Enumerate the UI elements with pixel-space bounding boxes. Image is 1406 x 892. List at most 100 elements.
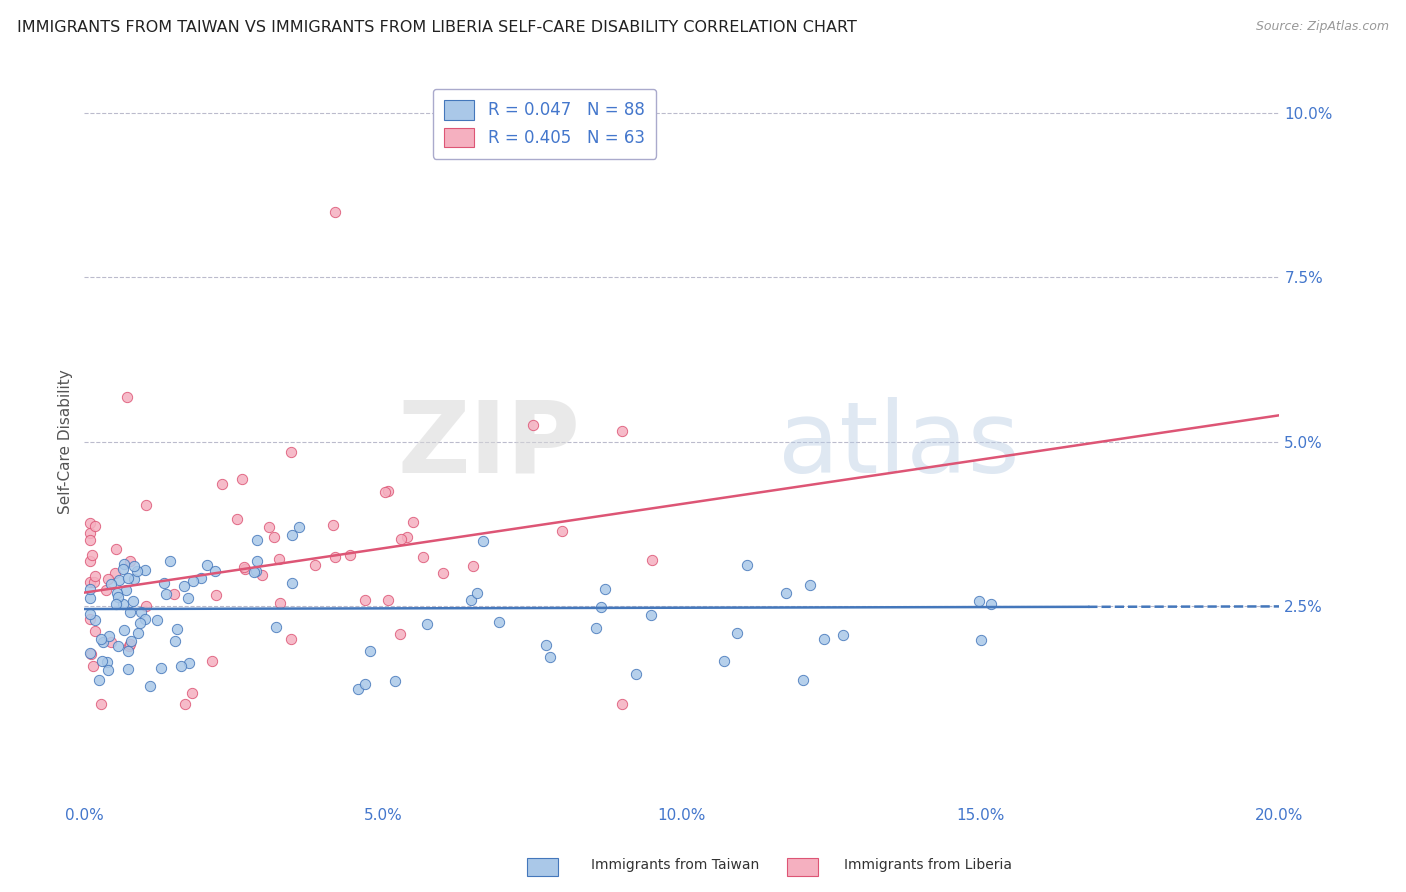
Point: [165, 633, 187, 648]
Point: [82, 659, 104, 673]
Point: [377, 483, 399, 498]
Point: [245, 564, 267, 578]
Point: [354, 592, 377, 607]
Point: [87, 673, 110, 687]
Y-axis label: Self-Care Disability: Self-Care Disability: [58, 369, 73, 514]
Point: [522, 418, 544, 433]
Point: [267, 552, 290, 566]
Point: [114, 582, 136, 597]
Point: [80, 647, 103, 661]
Point: [280, 528, 302, 542]
Point: [354, 677, 377, 691]
Text: Immigrants from Taiwan: Immigrants from Taiwan: [591, 858, 759, 872]
Point: [585, 621, 607, 635]
Point: [117, 571, 139, 585]
Point: [159, 554, 181, 568]
Point: [90, 698, 112, 712]
Point: [233, 560, 256, 574]
Point: [288, 520, 311, 534]
Point: [100, 577, 122, 591]
Point: [112, 557, 135, 571]
Point: [83, 518, 105, 533]
Point: [83, 613, 105, 627]
Point: [377, 593, 399, 607]
Point: [233, 562, 256, 576]
Point: [280, 444, 302, 458]
Point: [322, 518, 344, 533]
Point: [195, 558, 218, 572]
Point: [97, 629, 120, 643]
Point: [538, 650, 561, 665]
Point: [128, 616, 150, 631]
Point: [226, 512, 249, 526]
Point: [173, 579, 195, 593]
Point: [96, 663, 118, 677]
Point: [79, 582, 101, 597]
Point: [127, 626, 149, 640]
Point: [245, 533, 267, 547]
Point: [204, 588, 226, 602]
Point: [135, 499, 157, 513]
Point: [150, 661, 173, 675]
Point: [152, 575, 174, 590]
Point: [145, 613, 167, 627]
Point: [84, 624, 107, 638]
Point: [359, 644, 381, 658]
Point: [79, 646, 101, 660]
Text: ZIP: ZIP: [398, 397, 581, 493]
Point: [281, 576, 304, 591]
Point: [118, 554, 141, 568]
Point: [80, 548, 103, 562]
Point: [105, 585, 128, 599]
Point: [813, 632, 835, 647]
Point: [231, 473, 253, 487]
Point: [90, 632, 112, 646]
Text: Source: ZipAtlas.com: Source: ZipAtlas.com: [1256, 20, 1389, 33]
Point: [201, 654, 224, 668]
Point: [83, 575, 105, 590]
Point: [280, 632, 302, 646]
Point: [118, 639, 141, 653]
Point: [96, 655, 118, 669]
Point: [735, 558, 758, 572]
Point: [134, 612, 156, 626]
Point: [115, 390, 138, 404]
Point: [131, 606, 153, 620]
Point: [325, 204, 347, 219]
Point: [389, 532, 412, 546]
Point: [412, 550, 434, 565]
Point: [107, 639, 129, 653]
Legend: R = 0.047   N = 88, R = 0.405   N = 63: R = 0.047 N = 88, R = 0.405 N = 63: [433, 88, 657, 159]
Text: Immigrants from Liberia: Immigrants from Liberia: [844, 858, 1011, 872]
Point: [90, 654, 112, 668]
Point: [166, 623, 188, 637]
Point: [79, 607, 101, 622]
Point: [181, 574, 204, 589]
Point: [181, 686, 204, 700]
Point: [263, 530, 285, 544]
Point: [269, 596, 291, 610]
Point: [799, 578, 821, 592]
Point: [122, 559, 145, 574]
Point: [79, 591, 101, 605]
Point: [304, 558, 326, 573]
Point: [246, 553, 269, 567]
Point: [641, 553, 664, 567]
Point: [117, 663, 139, 677]
Point: [91, 635, 114, 649]
Point: [551, 524, 574, 539]
Point: [190, 571, 212, 585]
Point: [79, 516, 101, 530]
Point: [170, 658, 193, 673]
Point: [713, 654, 735, 668]
Text: IMMIGRANTS FROM TAIWAN VS IMMIGRANTS FROM LIBERIA SELF-CARE DISABILITY CORRELATI: IMMIGRANTS FROM TAIWAN VS IMMIGRANTS FRO…: [17, 20, 856, 35]
Point: [640, 608, 662, 623]
Point: [173, 698, 195, 712]
Point: [374, 484, 396, 499]
Point: [624, 667, 647, 681]
Point: [107, 573, 129, 587]
Point: [211, 476, 233, 491]
Point: [832, 628, 855, 642]
Point: [139, 679, 162, 693]
Point: [135, 599, 157, 613]
